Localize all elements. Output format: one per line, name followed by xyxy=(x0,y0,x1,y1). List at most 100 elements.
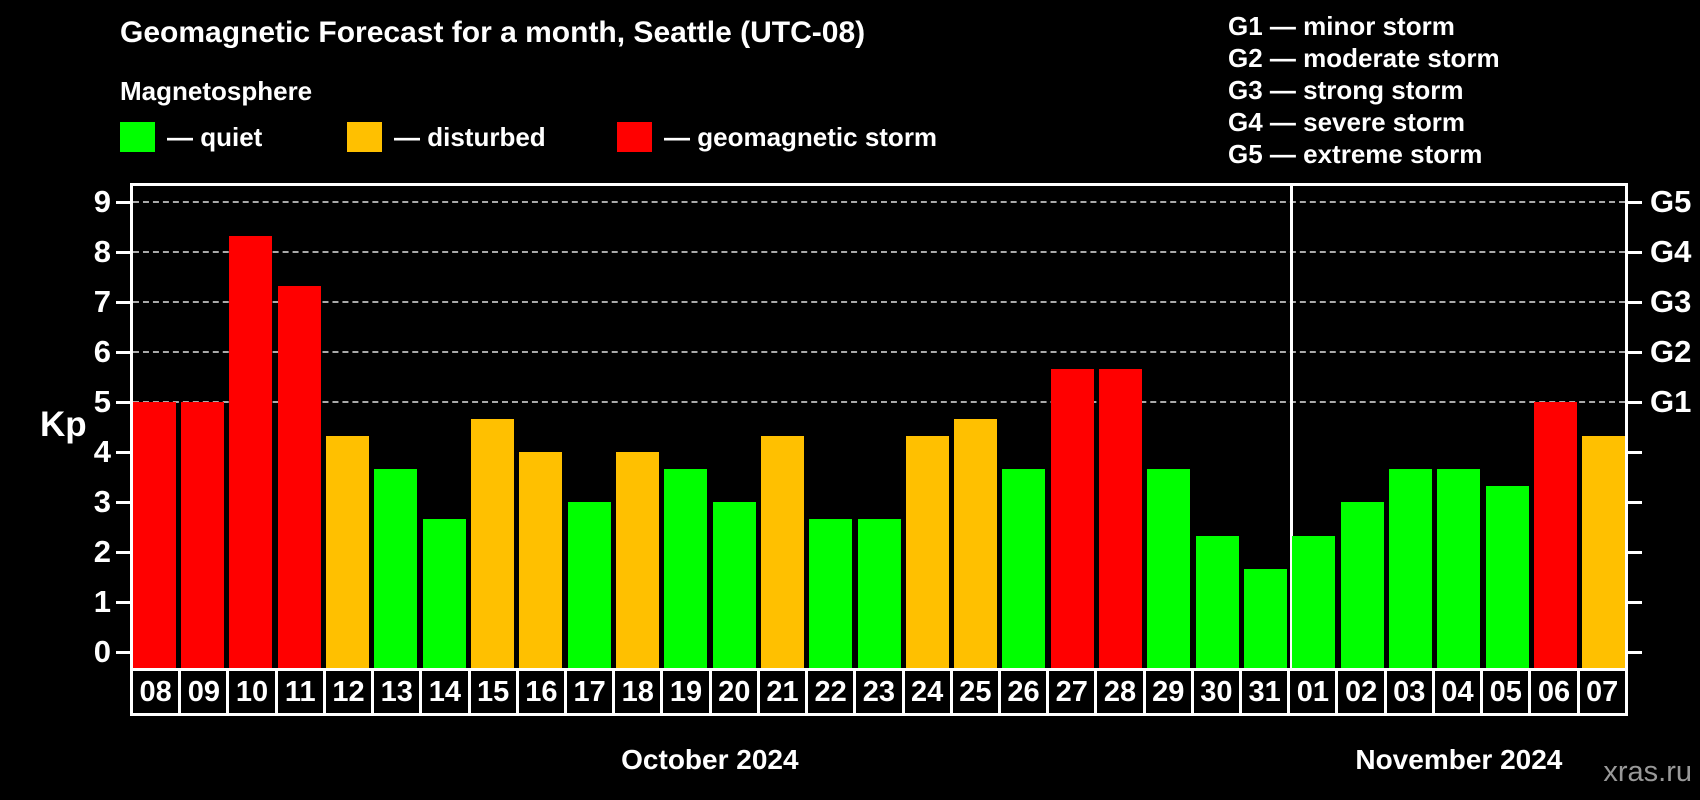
date-label-04: 04 xyxy=(1431,668,1484,716)
kp-bar-03 xyxy=(1389,468,1433,668)
left-tick-3 xyxy=(116,501,130,504)
kp-bar-18 xyxy=(615,452,659,668)
month-caption-october: October 2024 xyxy=(621,744,799,775)
date-label-02: 02 xyxy=(1335,668,1387,716)
date-label-16: 16 xyxy=(515,668,567,716)
kp-bar-19 xyxy=(664,468,708,668)
kp-bar-04 xyxy=(1437,468,1481,668)
date-label-03: 03 xyxy=(1383,668,1435,716)
kp-bar-06 xyxy=(1534,402,1578,668)
date-label-28: 28 xyxy=(1094,668,1146,716)
right-tick-3 xyxy=(1628,501,1642,504)
kp-bar-13 xyxy=(374,468,418,668)
right-axis-label-G4: G4 xyxy=(1650,234,1692,269)
right-tick-5 xyxy=(1628,401,1642,404)
y-tick-label-0: 0 xyxy=(93,634,111,669)
y-tick-label-5: 5 xyxy=(93,384,111,419)
kp-bar-07 xyxy=(1582,435,1626,668)
kp-bar-28 xyxy=(1099,368,1143,668)
watermark: xras.ru xyxy=(1603,756,1692,788)
date-label-01: 01 xyxy=(1287,668,1339,716)
left-tick-5 xyxy=(116,401,130,404)
y-tick-label-3: 3 xyxy=(93,484,111,519)
date-label-12: 12 xyxy=(322,668,375,716)
quiet-swatch xyxy=(120,122,155,152)
y-tick-label-2: 2 xyxy=(93,534,111,569)
g-scale-legend: G1 — minor storm G2 — moderate storm G3 — … xyxy=(1228,10,1500,170)
left-tick-2 xyxy=(116,551,130,554)
date-label-06: 06 xyxy=(1528,668,1580,716)
date-label-09: 09 xyxy=(178,668,230,716)
right-axis-label-G2: G2 xyxy=(1650,334,1692,369)
storm-swatch xyxy=(617,122,652,152)
y-tick-label-9: 9 xyxy=(93,184,111,219)
right-tick-8 xyxy=(1628,251,1642,254)
kp-bar-21 xyxy=(760,435,804,668)
kp-bar-25 xyxy=(954,418,998,668)
g-legend-line: G1 — minor storm xyxy=(1228,11,1455,41)
gridline-kp-9 xyxy=(133,201,1625,203)
kp-bar-10 xyxy=(229,235,273,668)
right-axis-label-G1: G1 xyxy=(1650,384,1692,419)
kp-bar-11 xyxy=(277,285,321,668)
right-tick-4 xyxy=(1628,451,1642,454)
kp-bar-30 xyxy=(1195,535,1239,668)
legend-item-quiet: — quiet xyxy=(120,120,262,154)
kp-bar-23 xyxy=(857,518,901,668)
left-tick-7 xyxy=(116,301,130,304)
y-tick-label-1: 1 xyxy=(93,584,111,619)
chart-title: Geomagnetic Forecast for a month, Seattl… xyxy=(120,16,866,49)
date-label-18: 18 xyxy=(612,668,664,716)
legend-label: — quiet xyxy=(167,121,263,152)
date-label-24: 24 xyxy=(901,668,953,716)
date-label-17: 17 xyxy=(563,668,616,716)
kp-bar-31 xyxy=(1244,568,1288,668)
legend-label: — geomagnetic storm xyxy=(664,121,938,152)
kp-bar-01 xyxy=(1292,535,1336,668)
kp-bar-12 xyxy=(325,435,369,668)
date-label-22: 22 xyxy=(805,668,857,716)
right-tick-7 xyxy=(1628,301,1642,304)
date-label-20: 20 xyxy=(708,668,760,716)
left-tick-0 xyxy=(116,651,130,654)
kp-bar-22 xyxy=(809,518,853,668)
date-label-21: 21 xyxy=(756,668,809,716)
gridline-kp-8 xyxy=(133,251,1625,253)
date-label-10: 10 xyxy=(226,668,278,716)
date-label-05: 05 xyxy=(1480,668,1532,716)
chart-subtitle: Magnetosphere xyxy=(120,76,313,106)
kp-bar-15 xyxy=(470,418,514,668)
month-separator-line xyxy=(1289,186,1293,668)
date-label-27: 27 xyxy=(1046,668,1098,716)
y-tick-label-8: 8 xyxy=(93,234,111,269)
date-label-30: 30 xyxy=(1190,668,1243,716)
date-label-14: 14 xyxy=(419,668,471,716)
legend-label: — disturbed xyxy=(394,121,546,152)
left-tick-4 xyxy=(116,451,130,454)
date-label-29: 29 xyxy=(1142,668,1194,716)
date-label-26: 26 xyxy=(997,668,1050,716)
gridline-kp-7 xyxy=(133,301,1625,303)
right-tick-6 xyxy=(1628,351,1642,354)
right-axis-label-G3: G3 xyxy=(1650,284,1692,319)
kp-bar-26 xyxy=(1002,468,1046,668)
g-legend-line: G4 — severe storm xyxy=(1228,107,1466,137)
legend-item-storm: — geomagnetic storm xyxy=(617,120,937,154)
right-tick-2 xyxy=(1628,551,1642,554)
month-caption-november: November 2024 xyxy=(1355,744,1563,775)
kp-bar-16 xyxy=(519,452,563,668)
gridline-kp-6 xyxy=(133,351,1625,353)
plot-area xyxy=(130,183,1628,668)
date-label-15: 15 xyxy=(467,668,519,716)
date-label-07: 07 xyxy=(1576,668,1628,716)
y-tick-label-7: 7 xyxy=(93,284,111,319)
left-tick-8 xyxy=(116,251,130,254)
kp-bar-05 xyxy=(1485,485,1529,668)
gridline-kp-5 xyxy=(133,401,1625,403)
kp-bar-27 xyxy=(1050,368,1094,668)
kp-bar-29 xyxy=(1147,468,1191,668)
date-label-19: 19 xyxy=(660,668,712,716)
g-legend-line: G3 — strong storm xyxy=(1228,75,1464,105)
magnetosphere-legend: — quiet — disturbed — geomagnetic storm xyxy=(0,120,1700,154)
